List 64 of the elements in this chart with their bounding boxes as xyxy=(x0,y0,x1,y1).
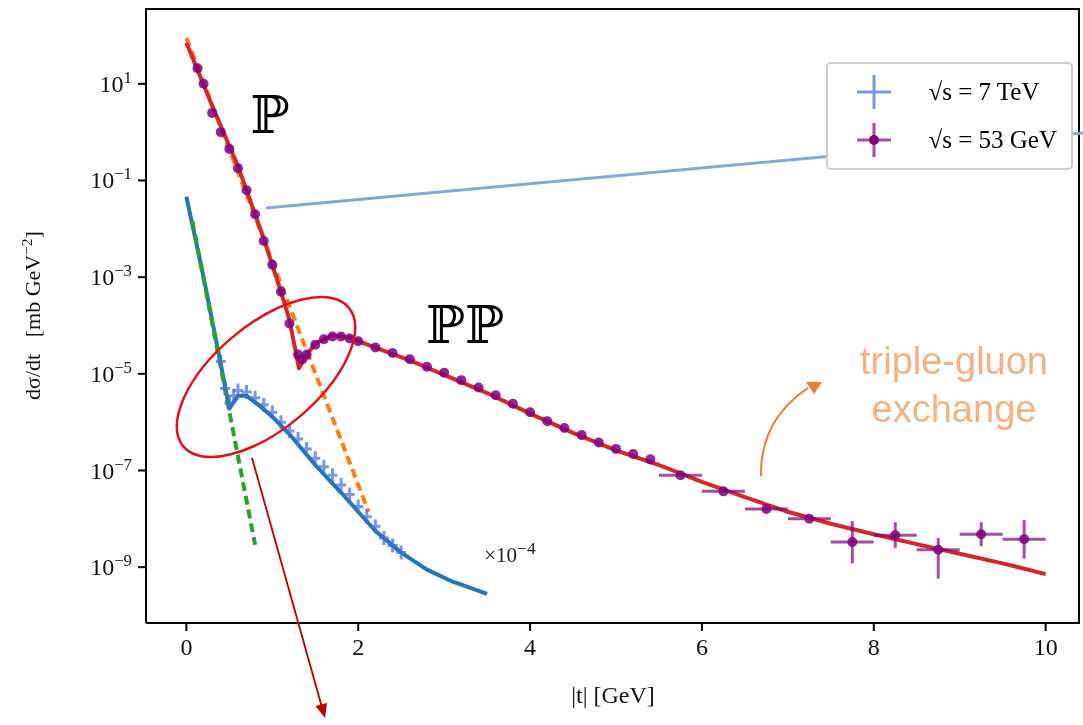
point xyxy=(250,209,261,220)
annotation: ×10$^{−4}$ xyxy=(484,537,536,569)
point xyxy=(301,349,312,360)
x-tick-label: 2 xyxy=(352,634,365,660)
point xyxy=(804,513,815,524)
x-axis-title: |t| [GeV] xyxy=(571,682,655,708)
point xyxy=(192,63,203,74)
point xyxy=(207,107,218,118)
point xyxy=(761,503,772,514)
point xyxy=(370,342,381,353)
point xyxy=(275,286,286,297)
point xyxy=(490,390,501,401)
point xyxy=(214,352,228,370)
legend-label: √s = 53 GeV xyxy=(928,126,1057,154)
point xyxy=(215,127,226,138)
point xyxy=(542,416,553,427)
point xyxy=(675,470,686,481)
annotation: triple-gluon exchange xyxy=(859,338,1049,432)
y-tick-label: 10$^{−9}$ xyxy=(90,550,132,581)
y-tick-label: 10$^{1}$ xyxy=(99,67,132,97)
point xyxy=(593,437,604,448)
point xyxy=(473,382,484,393)
annotation: ℙ xyxy=(250,83,290,147)
y-tick-label: 10$^{−1}$ xyxy=(90,163,132,194)
point xyxy=(847,537,858,548)
point xyxy=(559,422,570,433)
x-tick-label: 4 xyxy=(524,634,537,660)
point xyxy=(404,354,415,365)
point xyxy=(198,78,209,89)
point xyxy=(336,331,347,342)
point xyxy=(525,407,536,418)
legend-label: √s = 7 TeV xyxy=(928,78,1040,106)
point xyxy=(1019,534,1030,545)
x-tick-label: 0 xyxy=(180,634,193,660)
point xyxy=(232,163,243,174)
point xyxy=(318,334,329,345)
point xyxy=(456,375,467,386)
point xyxy=(718,486,729,497)
point xyxy=(231,382,245,400)
point xyxy=(421,361,432,372)
point xyxy=(224,143,235,154)
point xyxy=(976,529,987,540)
point xyxy=(890,530,901,541)
point xyxy=(933,544,944,555)
point xyxy=(439,367,450,378)
point xyxy=(267,259,278,270)
point xyxy=(507,398,518,409)
annotation: ℙℙ xyxy=(425,293,505,357)
point xyxy=(310,339,321,350)
point xyxy=(387,347,398,358)
x-tick-label: 8 xyxy=(867,634,880,660)
point xyxy=(241,185,252,196)
y-tick-label: 10$^{−3}$ xyxy=(90,260,132,291)
point xyxy=(628,448,639,459)
point xyxy=(284,318,295,329)
x-tick-label: 6 xyxy=(695,634,708,660)
y-tick-label: 10$^{−7}$ xyxy=(90,454,132,484)
point xyxy=(222,394,236,412)
point xyxy=(611,443,622,454)
point xyxy=(576,430,587,441)
point xyxy=(645,454,656,465)
y-tick-label: 10$^{−5}$ xyxy=(90,357,132,387)
x-tick-label: 10 xyxy=(1033,634,1058,660)
point xyxy=(258,235,269,246)
